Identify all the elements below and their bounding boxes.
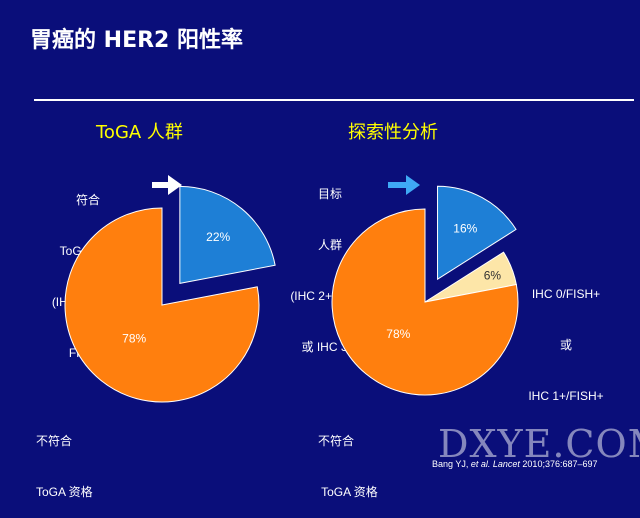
pie-charts: 22% 78% 16% 6% 78%: [64, 175, 519, 403]
arrow-right-icon: [388, 175, 420, 195]
chart-left-title: ToGA 人群: [96, 122, 183, 143]
pie-chart-left: 22% 78%: [64, 185, 276, 403]
pie-slice-1-0: [437, 185, 517, 281]
pie-slice-label-0-1: 78%: [122, 332, 146, 346]
right-ihc-fish-label: IHC 0/FISH+ 或 IHC 1+/FISH+: [528, 287, 604, 403]
annotation-arrows: [152, 175, 420, 195]
pie-slice-0-0: [179, 185, 276, 285]
arrow-left-icon: [152, 175, 182, 195]
pie-chart-right: 16% 6% 78%: [331, 185, 519, 396]
title-divider: [34, 99, 634, 101]
pie-slice-0-1: [64, 207, 260, 403]
pie-slice-label-0-0: 22%: [206, 230, 230, 244]
pie-slice-1-2: [331, 208, 519, 396]
watermark-logo: DXYE.COM: [438, 422, 640, 466]
pie-slice-label-1-2: 78%: [386, 327, 410, 341]
citation: Bang YJ, et al. Lancet 2010;376:687–697: [432, 459, 598, 469]
chart-right-title: 探索性分析: [348, 122, 438, 143]
pie-slice-label-1-0: 16%: [453, 222, 477, 236]
pie-slice-label-1-1: 6%: [484, 268, 502, 282]
slide-title: 胃癌的 HER2 阳性率: [30, 28, 244, 53]
